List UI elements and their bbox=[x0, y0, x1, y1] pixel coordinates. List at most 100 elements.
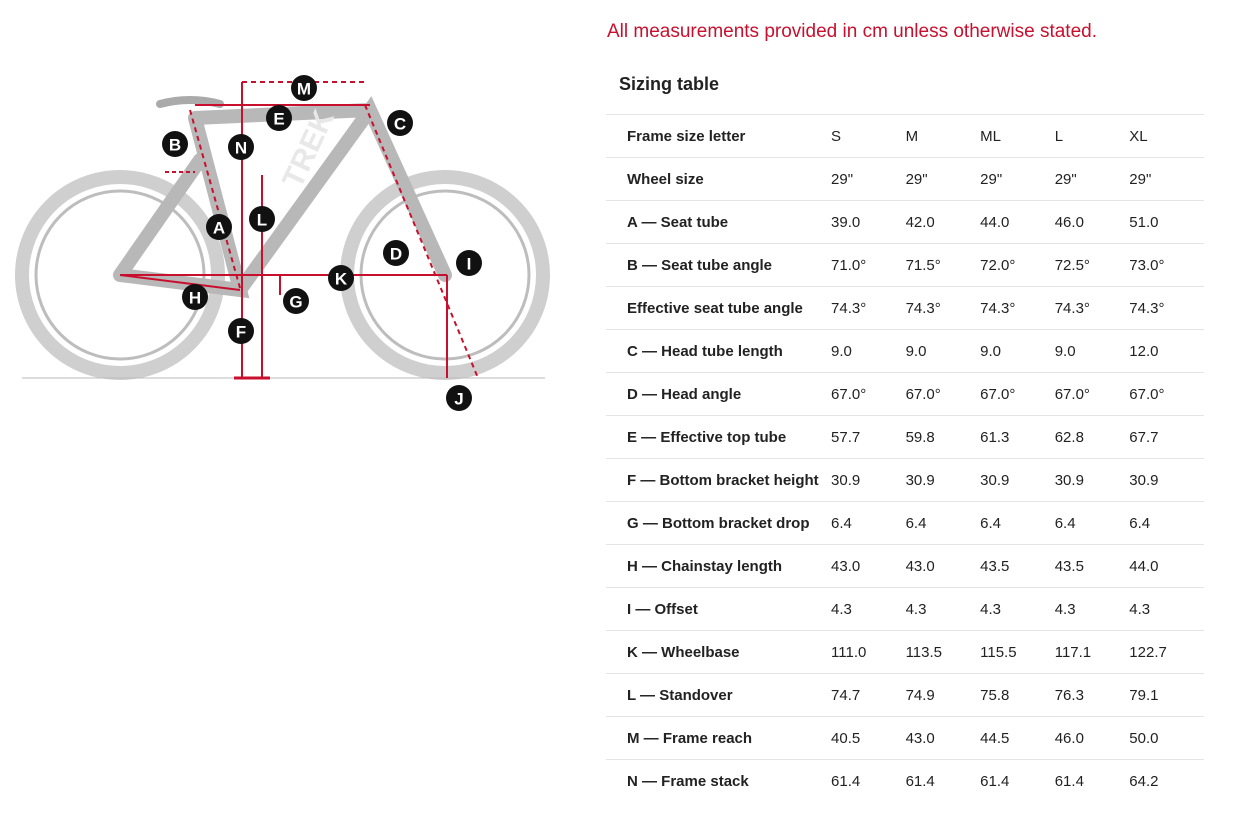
cell-value: 43.0 bbox=[905, 729, 935, 747]
cell-value: 9.0 bbox=[1054, 342, 1076, 360]
cell-value: 44.0 bbox=[1129, 557, 1159, 575]
cell-value: 6.4 bbox=[905, 514, 927, 532]
cell-value: 72.5° bbox=[1054, 256, 1090, 274]
measure-badge-j: J bbox=[446, 385, 472, 411]
cell-value: 61.4 bbox=[1054, 772, 1084, 790]
badge-letter: M bbox=[297, 80, 311, 99]
cell-value: 75.8 bbox=[980, 686, 1010, 704]
sizing-table-title: Sizing table bbox=[619, 74, 720, 94]
cell-value: 4.3 bbox=[1129, 600, 1151, 618]
cell-value: 29" bbox=[980, 170, 1003, 188]
cell-value: 4.3 bbox=[905, 600, 927, 618]
cell-value: 30.9 bbox=[1054, 471, 1084, 489]
cell-value: 30.9 bbox=[1129, 471, 1159, 489]
cell-value: 74.3° bbox=[905, 299, 941, 317]
table-row: E — Effective top tube 57.7 59.8 61.3 62.8 67… bbox=[606, 415, 1204, 459]
cell-value: 9.0 bbox=[980, 342, 1001, 360]
table-row: I — Offset 4.3 4.3 4.3 4.3 4.3 bbox=[606, 587, 1204, 631]
cell-value: 74.3° bbox=[1129, 299, 1165, 317]
cell-value: 6.4 bbox=[980, 514, 1001, 532]
cell-value: 71.0° bbox=[831, 256, 867, 274]
badge-letter: G bbox=[289, 293, 302, 312]
row-label: A — Seat tube bbox=[627, 213, 729, 231]
cell-value: 57.7 bbox=[831, 428, 861, 446]
cell-value: 29" bbox=[905, 170, 928, 188]
row-label: K — Wheelbase bbox=[627, 643, 740, 661]
row-label: L — Standover bbox=[627, 686, 733, 704]
cell-value: 67.0° bbox=[905, 385, 941, 403]
sizing-table: Frame size letter S M ML L XL Wheel size… bbox=[606, 114, 1204, 803]
cell-value: 29" bbox=[1129, 170, 1152, 188]
header-label: Frame size letter bbox=[627, 127, 746, 145]
table-row: K — Wheelbase 111.0 113.5 115.5 117.1 122.7 bbox=[606, 630, 1204, 674]
cell-value: 117.1 bbox=[1054, 643, 1092, 661]
cell-value: 59.8 bbox=[905, 428, 935, 446]
measure-badge-a: A bbox=[206, 214, 232, 240]
row-label: I — Offset bbox=[627, 600, 698, 618]
cell-value: 72.0° bbox=[980, 256, 1016, 274]
cell-value: 62.8 bbox=[1054, 428, 1084, 446]
cell-value: 74.9 bbox=[905, 686, 935, 704]
row-label: E — Effective top tube bbox=[627, 428, 787, 446]
badge-letter: D bbox=[390, 245, 402, 264]
cell-value: 9.0 bbox=[905, 342, 927, 360]
cell-value: 67.7 bbox=[1129, 428, 1159, 446]
measure-badge-n: N bbox=[228, 134, 254, 160]
cell-value: 113.5 bbox=[905, 643, 942, 661]
measure-badge-e: E bbox=[266, 105, 292, 131]
table-row: Effective seat tube angle 74.3° 74.3° 74.3°… bbox=[606, 286, 1204, 330]
table-header-row: Frame size letter S M ML L XL bbox=[606, 114, 1204, 158]
cell-value: 30.9 bbox=[905, 471, 935, 489]
cell-value: 42.0 bbox=[905, 213, 935, 231]
row-label: C — Head tube length bbox=[627, 342, 783, 360]
table-row: H — Chainstay length 43.0 43.0 43.5 43.5 44.0 bbox=[606, 544, 1204, 588]
cell-value: 74.3° bbox=[831, 299, 867, 317]
cell-value: 46.0 bbox=[1054, 729, 1084, 747]
cell-value: 46.0 bbox=[1054, 213, 1084, 231]
cell-value: 43.0 bbox=[905, 557, 935, 575]
table-row: D — Head angle 67.0° 67.0° 67.0° 67.0° 67.0° bbox=[606, 372, 1204, 416]
table-row: F — Bottom bracket height 30.9 30.9 30.9 30.… bbox=[606, 458, 1204, 502]
cell-value: 61.4 bbox=[980, 772, 1010, 790]
cell-value: 29" bbox=[1054, 170, 1077, 188]
badge-letter: K bbox=[335, 270, 348, 289]
row-label: G — Bottom bracket drop bbox=[627, 514, 810, 532]
row-label: Effective seat tube angle bbox=[627, 299, 803, 317]
cell-value: 4.3 bbox=[980, 600, 1001, 618]
measure-badge-l: L bbox=[249, 206, 275, 232]
cell-value: 64.2 bbox=[1129, 772, 1159, 790]
row-label: B — Seat tube angle bbox=[627, 256, 773, 274]
badge-letter: B bbox=[169, 136, 181, 155]
cell-value: 6.4 bbox=[1129, 514, 1151, 532]
bike-silhouette bbox=[15, 96, 550, 380]
cell-value: 74.3° bbox=[1054, 299, 1090, 317]
badge-letter: L bbox=[257, 211, 267, 230]
cell-value: 67.0° bbox=[1054, 385, 1090, 403]
cell-value: 67.0° bbox=[831, 385, 867, 403]
cell-value: 4.3 bbox=[831, 600, 852, 618]
table-row: N — Frame stack 61.4 61.4 61.4 61.4 64.2 bbox=[606, 759, 1204, 803]
cell-value: 44.5 bbox=[980, 729, 1010, 747]
cell-value: 40.5 bbox=[831, 729, 861, 747]
table-row: Wheel size 29" 29" 29" 29" 29" bbox=[606, 157, 1204, 201]
row-label: N — Frame stack bbox=[627, 772, 749, 790]
table-row: G — Bottom bracket drop 6.4 6.4 6.4 6.4 6.4 bbox=[606, 501, 1204, 545]
cell-value: 67.0° bbox=[980, 385, 1016, 403]
table-row: A — Seat tube 39.0 42.0 44.0 46.0 51.0 bbox=[606, 200, 1204, 244]
measure-badge-c: C bbox=[387, 110, 413, 136]
cell-value: 29" bbox=[831, 170, 854, 188]
row-label: M — Frame reach bbox=[627, 729, 753, 747]
measure-badge-m: M bbox=[291, 75, 317, 101]
table-row: M — Frame reach 40.5 43.0 44.5 46.0 50.0 bbox=[606, 716, 1204, 760]
cell-value: 67.0° bbox=[1129, 385, 1165, 403]
cell-value: 111.0 bbox=[831, 643, 867, 661]
measure-badge-k: K bbox=[328, 265, 354, 291]
measure-badge-d: D bbox=[383, 240, 409, 266]
badge-letter: I bbox=[467, 255, 472, 274]
measure-badge-h: H bbox=[182, 284, 208, 310]
cell-value: 115.5 bbox=[980, 643, 1017, 661]
cell-value: 43.5 bbox=[980, 557, 1010, 575]
row-label: D — Head angle bbox=[627, 385, 742, 403]
cell-value: 79.1 bbox=[1129, 686, 1159, 704]
